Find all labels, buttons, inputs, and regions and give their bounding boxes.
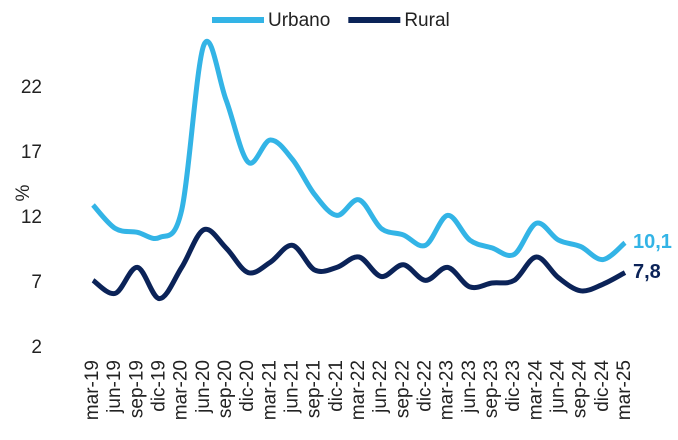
x-tick-label: mar-24	[525, 360, 546, 421]
x-tick-label: mar-23	[437, 360, 458, 420]
x-tick-label: sep-19	[126, 360, 147, 418]
y-tick-label: 12	[21, 207, 42, 228]
x-tick-label: dic-20	[237, 360, 258, 412]
x-tick-label: dic-23	[503, 360, 524, 412]
x-tick-label: jun-21	[282, 360, 303, 414]
x-tick-label: mar-20	[171, 360, 192, 420]
y-tick-label: 7	[31, 272, 42, 293]
x-tick-label: sep-22	[392, 360, 413, 418]
x-tick-label: sep-24	[570, 360, 591, 419]
x-tick-label: jun-19	[104, 360, 125, 414]
y-axis-label: %	[13, 184, 34, 201]
x-tick-label: dic-19	[149, 360, 170, 412]
line-series	[91, 226, 627, 302]
x-tick-label: mar-25	[614, 360, 635, 420]
x-tick-label: sep-21	[304, 360, 325, 418]
x-tick-label: mar-19	[82, 360, 103, 420]
line-series	[91, 39, 627, 263]
x-tick-label: sep-20	[215, 360, 236, 418]
data-label: 7,8	[633, 261, 661, 283]
x-tick-label: dic-24	[592, 360, 613, 412]
x-tick-label: mar-22	[348, 360, 369, 420]
x-tick-label: dic-21	[326, 360, 347, 412]
y-tick-label: 22	[21, 77, 42, 98]
x-tick-label: mar-21	[259, 360, 280, 420]
x-tick-label: jun-23	[459, 360, 480, 414]
legend-label: Rural	[404, 10, 449, 31]
legend-label: Urbano	[268, 10, 330, 31]
x-tick-label: jun-24	[548, 360, 569, 414]
y-tick-label: 2	[31, 337, 42, 358]
data-label: 10,1	[633, 231, 672, 253]
x-tick-label: sep-23	[481, 360, 502, 418]
x-tick-label: jun-20	[193, 360, 214, 414]
x-tick-label: jun-22	[370, 360, 391, 414]
x-tick-label: dic-22	[415, 360, 436, 412]
y-tick-label: 17	[21, 142, 42, 163]
